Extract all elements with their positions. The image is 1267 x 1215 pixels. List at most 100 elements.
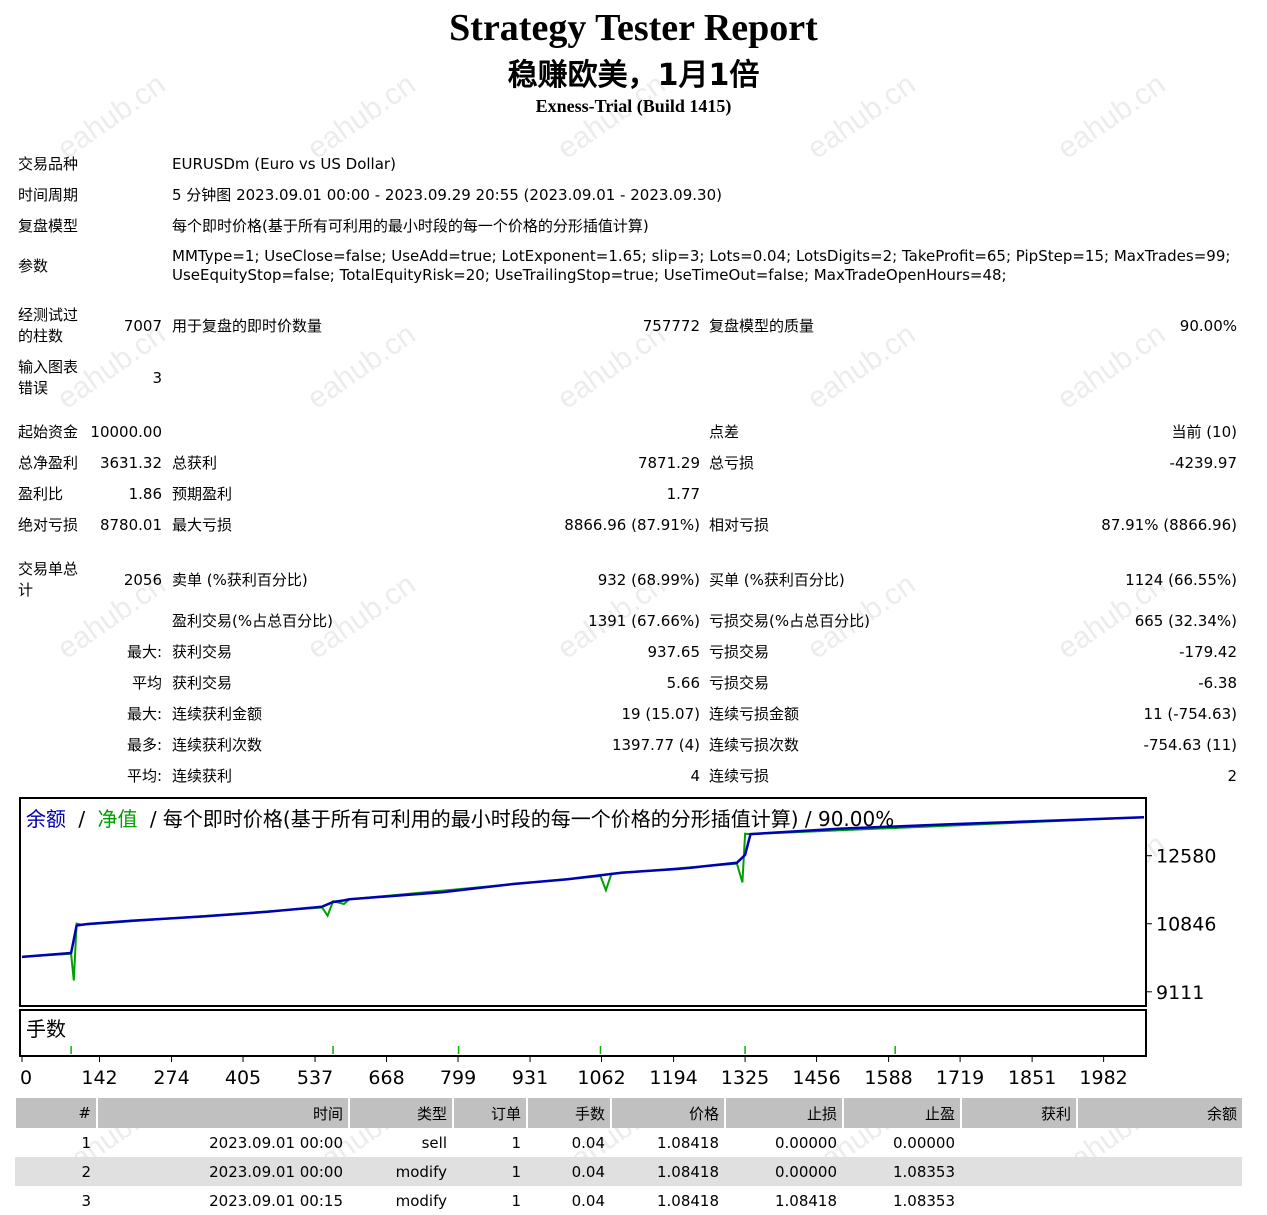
short-trades-label: 卖单 (%获利百分比) [172, 571, 308, 589]
bars-value: 7007 [123, 317, 162, 335]
col-time: 时间 [96, 1098, 349, 1128]
chart-series-group [21, 816, 1145, 981]
quality-label: 复盘模型的质量 [709, 317, 815, 335]
gross-loss-value: -4239.97 [1169, 454, 1237, 472]
cell-time: 2023.09.01 00:00 [209, 1133, 343, 1152]
chart-plot-frame [19, 797, 1147, 1007]
y-tick-label: 12580 [1156, 846, 1216, 868]
params-line-2: UseEquityStop=false; TotalEquityRisk=20;… [172, 266, 1007, 284]
total-trades-label-2: 计 [18, 581, 34, 599]
col-balance: 余额 [1076, 1098, 1242, 1128]
cell-balance [1077, 1186, 1242, 1215]
short-trades-value: 932 (68.99%) [597, 571, 700, 589]
net-profit-value: 3631.32 [99, 454, 162, 472]
bars-label-2: 的柱数 [18, 327, 64, 345]
gross-profit-label: 总获利 [172, 454, 218, 472]
chart-legend: 余额 / 净值 / 每个即时价格(基于所有可利用的最小时段的每一个价格的分形插值… [26, 807, 894, 831]
y-tick-label: 9111 [1156, 982, 1204, 1004]
col-take-profit: 止盈 [842, 1098, 961, 1128]
legend-equity: 净值 [97, 807, 137, 831]
max-drawdown-label: 最大亏损 [172, 516, 233, 534]
cell-order: 1 [453, 1157, 527, 1186]
profit-factor-label: 盈利比 [18, 485, 64, 503]
profit-factor-value: 1.86 [128, 485, 162, 503]
x-tick-label: 931 [512, 1067, 548, 1089]
expected-payoff-label: 预期盈利 [172, 485, 233, 503]
symbol-label: 交易品种 [18, 155, 79, 173]
largest-profit-label: 获利交易 [172, 643, 233, 661]
gross-profit-value: 7871.29 [637, 454, 700, 472]
cell-type: modify [349, 1157, 453, 1186]
quality-value: 90.00% [1179, 317, 1237, 335]
spread-value: 当前 (10) [1171, 423, 1237, 441]
cell-profit [961, 1186, 1077, 1215]
col-order: 订单 [452, 1098, 527, 1128]
cell-number: 2 [15, 1157, 97, 1186]
max-consecutive-losses-label: 连续亏损金额 [709, 705, 800, 723]
x-tick-label: 1325 [721, 1067, 769, 1089]
col-profit: 获利 [960, 1098, 1077, 1128]
rel-drawdown-value: 87.91% (8866.96) [1101, 516, 1237, 534]
bars-label-1: 经测试过 [18, 306, 79, 324]
average-consecutive-losses-label: 连续亏损 [709, 767, 770, 785]
average-consecutive-prefix: 平均: [126, 767, 162, 785]
net-profit-label: 总净盈利 [18, 454, 79, 472]
deals-table: # 时间 类型 订单 手数 价格 止损 止盈 获利 余额 1 2023.09.0… [14, 1098, 1242, 1215]
max-consecutive-wins-value: 19 (15.07) [621, 705, 700, 723]
server-build: Exness-Trial (Build 1415) [535, 96, 732, 116]
largest-loss-value: -179.42 [1179, 643, 1237, 661]
period-label: 时间周期 [18, 186, 79, 204]
x-tick-label: 0 [20, 1067, 32, 1089]
symbol-value: EURUSDm (Euro vs US Dollar) [172, 155, 396, 173]
spread-label: 点差 [709, 423, 740, 441]
cell-lots: 0.04 [571, 1133, 605, 1152]
legend-model: / 每个即时价格(基于所有可利用的最小时段的每一个价格的分形插值计算) / 90… [150, 807, 894, 831]
x-tick-label: 1851 [1008, 1067, 1056, 1089]
average-profit-label: 获利交易 [172, 674, 233, 692]
maximal-consecutive-loss-value: -754.63 (11) [1143, 736, 1237, 754]
x-tick-label: 1194 [649, 1067, 697, 1089]
cell-type: modify [395, 1191, 447, 1210]
model-value: 每个即时价格(基于所有可利用的最小时段的每一个价格的分形插值计算) [172, 217, 649, 235]
profit-trades-label: 盈利交易(%占总百分比) [172, 612, 333, 630]
lots-label: 手数 [26, 1017, 66, 1041]
cell-take-profit: 1.08353 [843, 1157, 961, 1186]
cell-lots: 0.04 [527, 1157, 611, 1186]
cell-number: 1 [81, 1133, 91, 1152]
x-tick-label: 1588 [864, 1067, 912, 1089]
chart-lots-group [70, 1046, 896, 1054]
largest-loss-label: 亏损交易 [709, 643, 770, 661]
params-label: 参数 [18, 257, 49, 275]
cell-stop-loss: 0.00000 [725, 1157, 843, 1186]
cell-stop-loss: 1.08418 [774, 1191, 837, 1210]
average-loss-value: -6.38 [1198, 674, 1237, 692]
maximal-consecutive-prefix: 最多: [126, 736, 162, 754]
x-tick-label: 1062 [577, 1067, 625, 1089]
ticks-label: 用于复盘的即时价数量 [172, 317, 323, 335]
col-lots: 手数 [526, 1098, 611, 1128]
period-value: 5 分钟图 2023.09.01 00:00 - 2023.09.29 20:5… [172, 186, 722, 204]
deals-table-header: # 时间 类型 订单 手数 价格 止损 止盈 获利 余额 [14, 1098, 1242, 1128]
abs-drawdown-label: 绝对亏损 [18, 516, 79, 534]
errors-label-2: 错误 [18, 379, 49, 397]
cell-profit [961, 1157, 1077, 1186]
x-tick-label: 274 [153, 1067, 189, 1089]
deposit-value: 10000.00 [90, 423, 162, 441]
y-axis-ticks: 12580 10846 9111 [1146, 846, 1216, 1004]
average-consecutive-wins-label: 连续获利 [172, 767, 233, 785]
params-line-1: MMType=1; UseClose=false; UseAdd=true; L… [172, 247, 1231, 265]
cell-price: 1.08418 [656, 1133, 719, 1152]
col-type: 类型 [348, 1098, 453, 1128]
y-tick-label: 10846 [1156, 914, 1216, 936]
table-row: 1 2023.09.01 00:00 sell 1 0.04 1.08418 0… [15, 1128, 1242, 1157]
x-tick-label: 142 [81, 1067, 117, 1089]
long-trades-value: 1124 (66.55%) [1125, 571, 1237, 589]
cell-price: 1.08418 [656, 1191, 719, 1210]
maximal-consecutive-loss-label: 连续亏损次数 [709, 736, 800, 754]
table-row: 2 2023.09.01 00:00 modify 1 0.04 1.08418… [15, 1157, 1242, 1186]
cell-lots: 0.04 [571, 1191, 605, 1210]
balance-line [21, 816, 1145, 959]
loss-trades-label: 亏损交易(%占总百分比) [709, 612, 870, 630]
cell-time: 2023.09.01 00:00 [97, 1157, 349, 1186]
average-consecutive-wins-value: 4 [690, 767, 700, 785]
